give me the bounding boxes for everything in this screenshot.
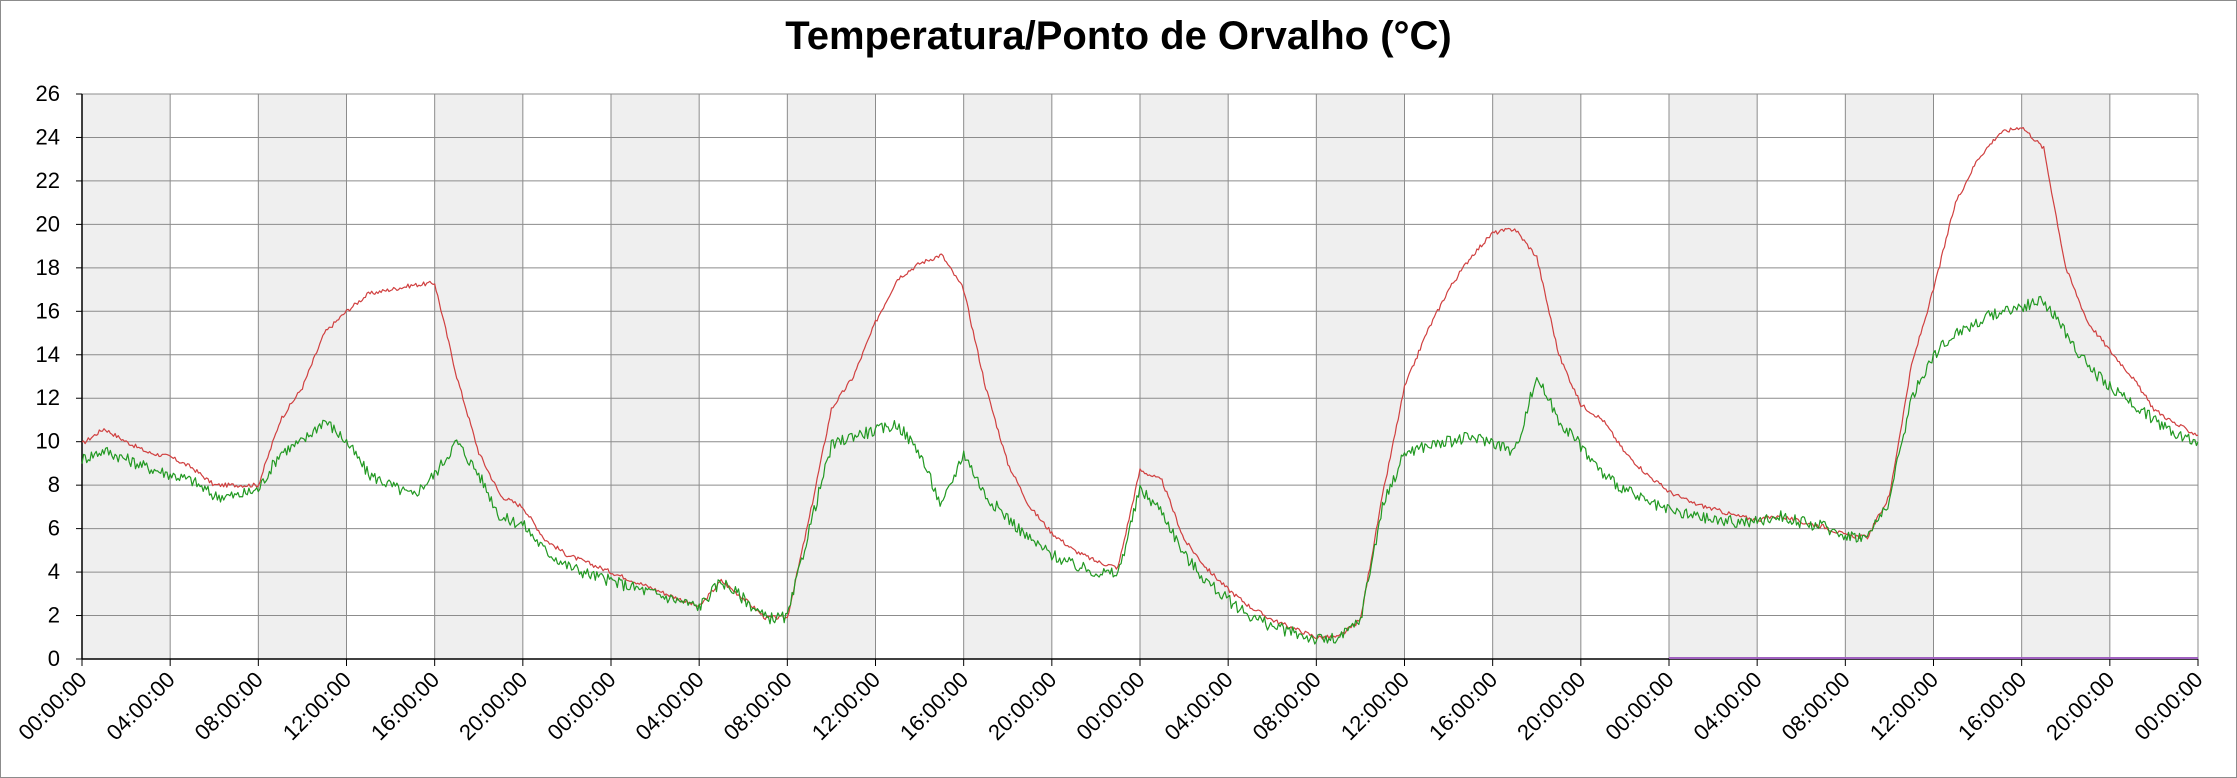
x-tick-label: 08:00:00	[190, 667, 268, 745]
shaded-band	[963, 94, 1052, 659]
y-tick-label: 18	[36, 255, 60, 280]
x-tick-label: 20:00:00	[1512, 667, 1590, 745]
y-tick-label: 26	[36, 81, 60, 106]
x-tick-label: 20:00:00	[454, 667, 532, 745]
shaded-band	[787, 94, 876, 659]
series-lines	[81, 127, 2199, 659]
x-tick-label: 16:00:00	[1953, 667, 2031, 745]
x-tick-label: 04:00:00	[1159, 667, 1237, 745]
shaded-band	[611, 94, 700, 659]
shaded-bands	[82, 94, 2110, 659]
x-tick-label: 08:00:00	[1777, 667, 1855, 745]
shaded-band	[1316, 94, 1405, 659]
y-tick-label: 16	[36, 298, 60, 323]
y-tick-label: 14	[36, 342, 60, 367]
x-tick-label: 16:00:00	[1424, 667, 1502, 745]
temperature-line	[81, 127, 2199, 640]
shaded-band	[82, 94, 171, 659]
x-tick-label: 00:00:00	[2129, 667, 2207, 745]
shaded-band	[1845, 94, 1934, 659]
y-tick-label: 2	[48, 603, 60, 628]
x-tick-label: 12:00:00	[1865, 667, 1943, 745]
gridlines	[81, 93, 2199, 660]
x-tick-label: 04:00:00	[101, 667, 179, 745]
x-tick-labels: 00:00:00 04:00:00 08:00:00 12:00:00 16:00:00…	[13, 667, 2207, 745]
y-tick-label: 8	[48, 472, 60, 497]
x-tick-label: 12:00:00	[1336, 667, 1414, 745]
y-tick-label: 12	[36, 385, 60, 410]
y-tick-label: 4	[48, 559, 60, 584]
shaded-band	[434, 94, 523, 659]
shaded-band	[1140, 94, 1229, 659]
y-tick-label: 22	[36, 168, 60, 193]
shaded-band	[1669, 94, 1758, 659]
x-tick-label: 00:00:00	[1071, 667, 1149, 745]
x-tick-label: 04:00:00	[1688, 667, 1766, 745]
y-tick-label: 6	[48, 516, 60, 541]
chart-title: Temperatura/Ponto de Orvalho (°C)	[785, 14, 1452, 58]
x-tick-label: 00:00:00	[542, 667, 620, 745]
x-tick-label: 00:00:00	[13, 667, 91, 745]
shaded-band	[258, 94, 347, 659]
y-tick-label: 10	[36, 429, 60, 454]
x-tick-label: 04:00:00	[630, 667, 708, 745]
y-tick-label: 0	[48, 646, 60, 671]
x-tick-label: 16:00:00	[895, 667, 973, 745]
x-tick-label: 16:00:00	[366, 667, 444, 745]
x-tick-label: 12:00:00	[807, 667, 885, 745]
x-tick-label: 00:00:00	[1600, 667, 1678, 745]
shaded-band	[2021, 94, 2110, 659]
x-tick-label: 08:00:00	[1248, 667, 1326, 745]
x-tick-label: 12:00:00	[278, 667, 356, 745]
x-tick-label: 20:00:00	[983, 667, 1061, 745]
x-tick-label: 08:00:00	[719, 667, 797, 745]
y-tick-label: 24	[36, 124, 60, 149]
dew_point-line	[81, 295, 2199, 645]
x-tick-label: 20:00:00	[2041, 667, 2119, 745]
shaded-band	[1492, 94, 1581, 659]
y-tick-label: 20	[36, 211, 60, 236]
